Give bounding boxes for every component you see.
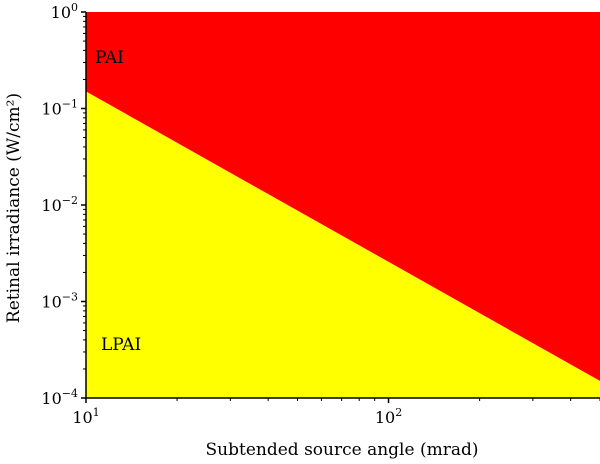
y-tick-label: 10−4: [41, 387, 78, 408]
axes: 100 10−1 10−2 10−3 10−4 101 102: [41, 1, 600, 427]
x-axis-title: Subtended source angle (mrad): [206, 440, 479, 460]
plot-regions: [86, 12, 600, 398]
y-tick-label: 100: [51, 1, 78, 22]
y-axis-title: Retinal irradiance (W/cm²): [4, 93, 24, 323]
region-lpai-area: [86, 91, 600, 398]
x-tick-label: 102: [375, 406, 402, 427]
x-tick-label: 101: [72, 406, 99, 427]
region-label-pai: PAI: [95, 48, 124, 68]
x-ticks: 101 102: [72, 398, 600, 427]
region-label-lpai: LPAI: [101, 335, 141, 355]
y-tick-label: 10−3: [41, 291, 78, 312]
y-tick-label: 10−1: [41, 98, 78, 119]
region-pai-area: [86, 12, 600, 382]
y-ticks: 100 10−1 10−2 10−3 10−4: [41, 1, 86, 408]
y-tick-label: 10−2: [41, 194, 78, 215]
